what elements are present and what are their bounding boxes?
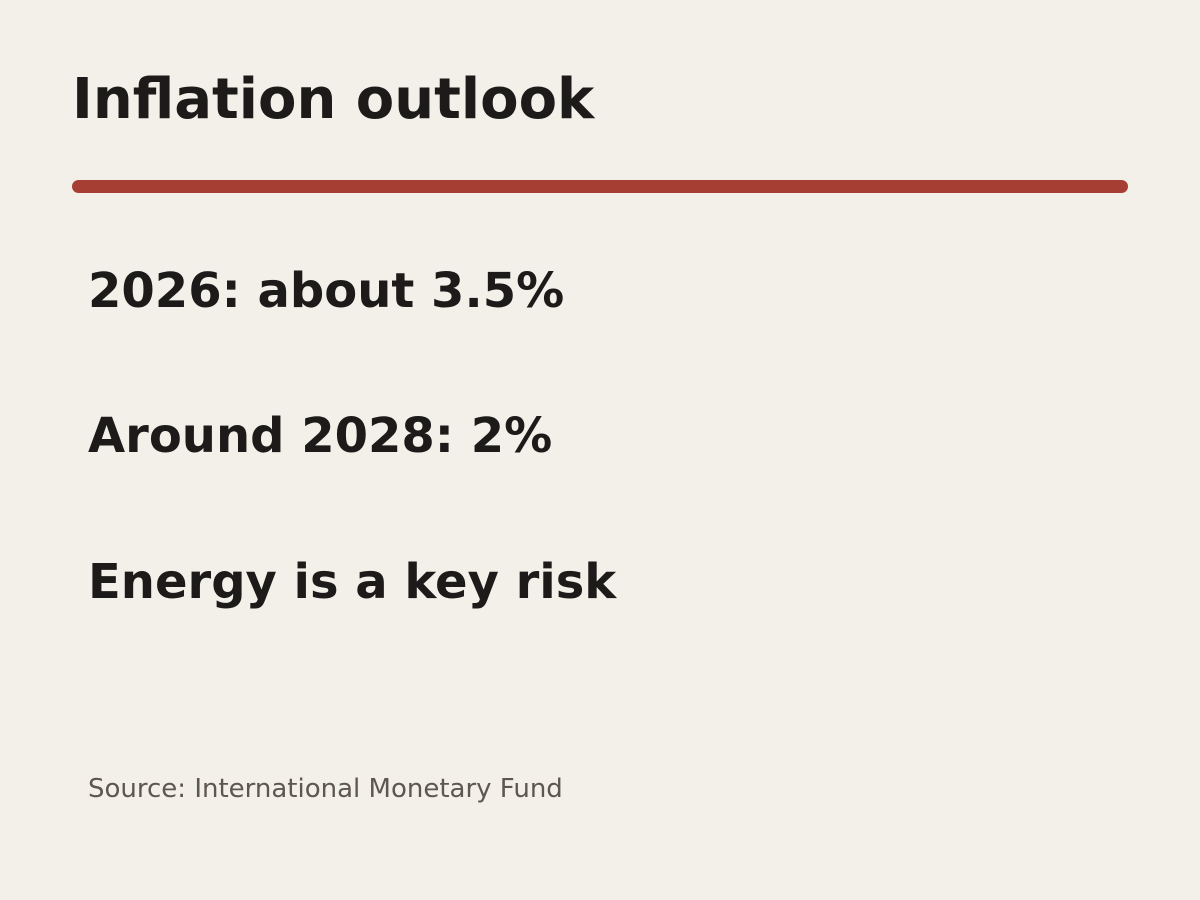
point-energy-risk: Energy is a key risk [88,554,617,610]
slide-title: Inflation outlook [72,67,595,132]
point-inflation-2028: Around 2028: 2% [88,408,553,464]
accent-rule [72,180,1128,193]
point-inflation-2026: 2026: about 3.5% [88,263,565,319]
source-note: Source: International Monetary Fund [88,774,563,804]
